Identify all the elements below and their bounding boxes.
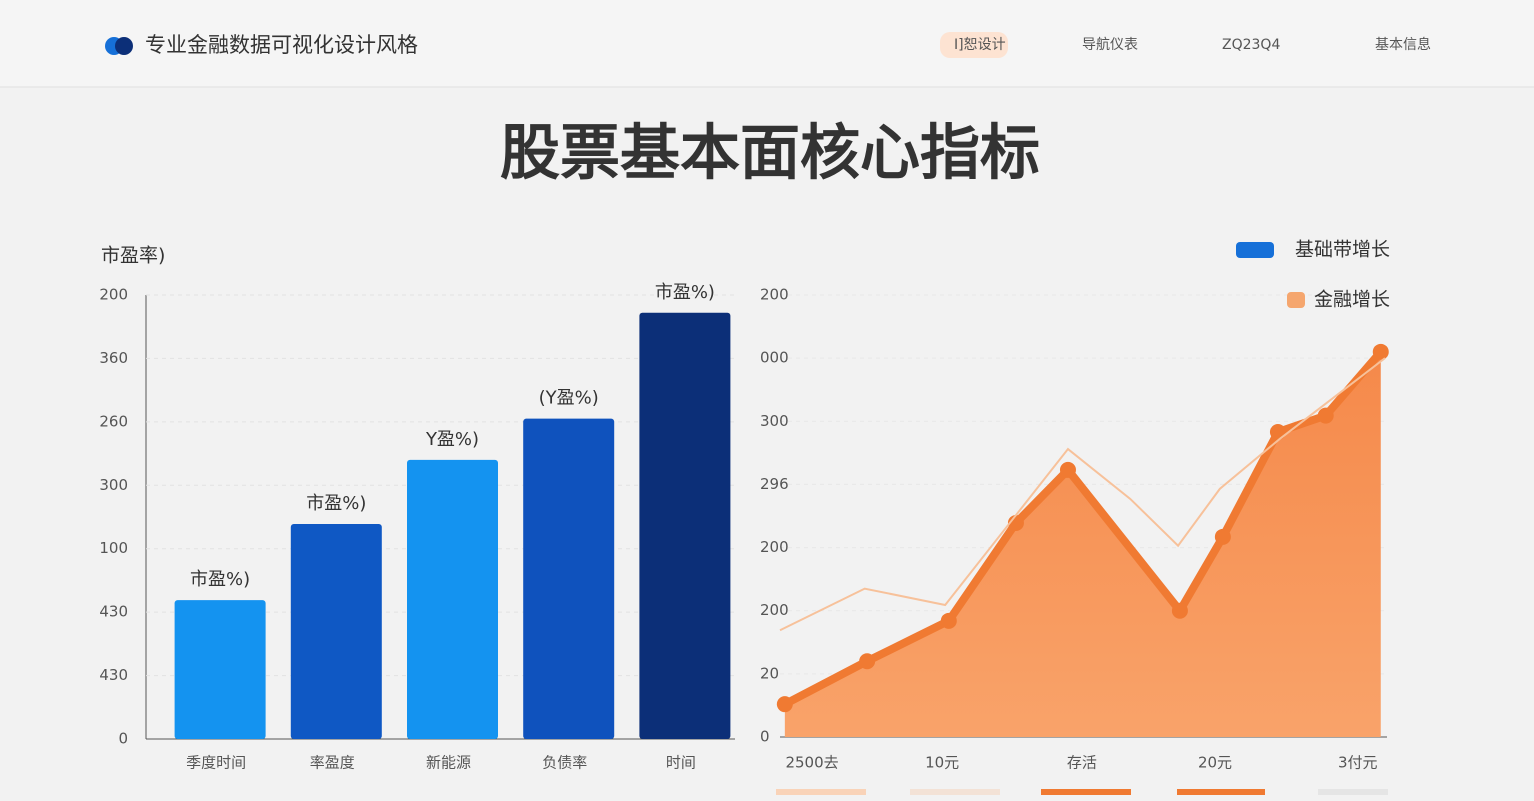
point	[1214, 528, 1231, 545]
y-tick-label: 300	[760, 412, 789, 430]
x-tick-label: 新能源	[426, 754, 471, 772]
x-tick-label: 20元	[1198, 754, 1232, 772]
y-tick-label: 360	[99, 349, 128, 367]
decor-strip	[1318, 789, 1388, 795]
decor-strip	[776, 789, 866, 795]
nav-item[interactable]: 导航仪表	[1082, 37, 1138, 53]
point	[1372, 343, 1389, 360]
point	[1171, 602, 1188, 619]
bar	[174, 600, 266, 739]
legend-swatch	[1287, 292, 1305, 308]
y-tick-label: 000	[760, 349, 789, 367]
x-tick-label: 负债率	[542, 754, 587, 772]
decor-strip	[910, 789, 1000, 795]
logo	[115, 37, 133, 55]
x-tick-label: 10元	[925, 754, 959, 772]
x-tick-label: 存活	[1067, 754, 1097, 772]
legend-label: 金融增长	[1314, 289, 1390, 311]
point	[1317, 407, 1334, 424]
y-tick-label: 200	[760, 601, 789, 619]
value-label: (Y盈%)	[539, 388, 599, 409]
y-tick-label: 200	[760, 538, 789, 556]
y-tick-label: 430	[99, 603, 128, 621]
point	[940, 612, 957, 629]
nav-active-bg	[940, 32, 1008, 58]
point	[859, 653, 876, 670]
point	[1059, 461, 1076, 478]
y-tick-label: 0	[760, 728, 770, 746]
y-tick-label: 0	[118, 730, 128, 748]
y-tick-label: 260	[99, 412, 128, 430]
value-label: 市盈%)	[190, 569, 250, 590]
y-tick-label: 296	[760, 475, 789, 493]
value-label: Y盈%)	[425, 429, 479, 450]
bar	[639, 312, 731, 739]
header-bg	[0, 0, 1534, 87]
x-tick-label: 2500去	[785, 754, 838, 772]
bar	[523, 418, 615, 739]
nav-item[interactable]: 基本信息	[1375, 36, 1431, 53]
nav-item[interactable]: ZQ23Q4	[1222, 37, 1280, 53]
x-tick-label: 时间	[666, 754, 696, 772]
point	[1269, 424, 1286, 441]
y-tick-label: 200	[99, 286, 128, 304]
area	[784, 351, 1381, 737]
value-label: 市盈%)	[306, 493, 366, 514]
decor-strip	[1041, 789, 1131, 795]
line	[782, 349, 1384, 708]
page-title: 股票基本面核心指标	[500, 119, 1040, 189]
x-tick-label: 3付元	[1338, 754, 1378, 772]
header-title: 专业金融数据可视化设计风格	[145, 33, 418, 57]
point	[776, 696, 793, 713]
decor-strip	[1177, 789, 1265, 795]
y-tick-label: 300	[99, 476, 128, 494]
line	[779, 357, 1386, 632]
y-tick-label: 100	[99, 539, 128, 557]
value-label: 市盈%)	[655, 282, 715, 303]
bar	[290, 523, 382, 739]
nav-item[interactable]: I]恕设计	[954, 37, 1006, 53]
y-tick-label: 20	[760, 664, 779, 682]
y-tick-label: 200	[760, 286, 789, 304]
y-tick-label: 430	[99, 666, 128, 684]
x-tick-label: 季度时间	[186, 754, 246, 772]
x-tick-label: 率盈度	[310, 754, 355, 772]
legend-label: 基础带增长	[1295, 239, 1390, 261]
y-axis-label: 市盈率)	[101, 245, 165, 267]
bar	[407, 459, 498, 739]
legend-swatch	[1236, 242, 1274, 258]
